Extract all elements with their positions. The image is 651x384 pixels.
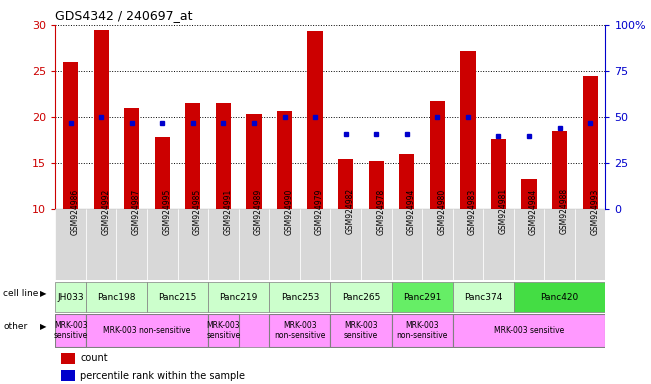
Bar: [86, 282, 147, 312]
Bar: [575, 209, 605, 280]
Text: GSM924991: GSM924991: [223, 188, 232, 235]
Bar: [61, 370, 75, 381]
Text: ▶: ▶: [40, 322, 47, 331]
Bar: [208, 314, 239, 347]
Text: Panc253: Panc253: [281, 293, 319, 301]
Bar: [300, 209, 331, 280]
Text: Panc265: Panc265: [342, 293, 380, 301]
Bar: [399, 154, 415, 209]
Text: GSM924985: GSM924985: [193, 188, 202, 235]
Text: MRK-003
non-sensitive: MRK-003 non-sensitive: [274, 321, 326, 340]
Bar: [483, 209, 514, 280]
Text: Panc219: Panc219: [219, 293, 258, 301]
Bar: [391, 282, 452, 312]
Text: Panc420: Panc420: [540, 293, 579, 301]
Bar: [61, 353, 75, 364]
Text: ▶: ▶: [40, 289, 47, 298]
Bar: [147, 209, 178, 280]
Text: GSM924990: GSM924990: [284, 188, 294, 235]
Bar: [583, 76, 598, 209]
Text: count: count: [80, 353, 107, 363]
Bar: [270, 209, 300, 280]
Text: JH033: JH033: [57, 293, 84, 301]
Bar: [430, 101, 445, 209]
Bar: [55, 282, 86, 312]
Text: Panc291: Panc291: [403, 293, 441, 301]
Text: Panc374: Panc374: [464, 293, 503, 301]
Text: GSM924979: GSM924979: [315, 188, 324, 235]
Bar: [368, 161, 384, 209]
Bar: [55, 209, 86, 280]
Bar: [452, 282, 514, 312]
Text: GSM924987: GSM924987: [132, 188, 141, 235]
Bar: [94, 30, 109, 209]
Text: GSM924989: GSM924989: [254, 188, 263, 235]
Text: GSM924980: GSM924980: [437, 188, 447, 235]
Bar: [239, 209, 270, 280]
Bar: [361, 209, 391, 280]
Text: other: other: [3, 322, 27, 331]
Bar: [460, 51, 475, 209]
Text: GDS4342 / 240697_at: GDS4342 / 240697_at: [55, 9, 193, 22]
Text: MRK-003 sensitive: MRK-003 sensitive: [494, 326, 564, 335]
Bar: [331, 314, 391, 347]
Text: MRK-003
sensitive: MRK-003 sensitive: [344, 321, 378, 340]
Text: GSM924995: GSM924995: [162, 188, 171, 235]
Text: GSM924984: GSM924984: [529, 188, 538, 235]
Bar: [552, 131, 567, 209]
Text: MRK-003
sensitive: MRK-003 sensitive: [206, 321, 241, 340]
Bar: [270, 282, 331, 312]
Text: GSM924981: GSM924981: [499, 188, 508, 235]
Text: Panc198: Panc198: [97, 293, 135, 301]
Text: GSM924983: GSM924983: [468, 188, 477, 235]
Bar: [338, 159, 353, 209]
Bar: [186, 103, 201, 209]
Bar: [544, 209, 575, 280]
Bar: [331, 209, 361, 280]
Bar: [270, 314, 331, 347]
Bar: [391, 314, 452, 347]
Bar: [452, 314, 605, 347]
Text: GSM924993: GSM924993: [590, 188, 599, 235]
Bar: [452, 209, 483, 280]
Bar: [514, 282, 605, 312]
Bar: [422, 209, 452, 280]
Text: MRK-003
sensitive: MRK-003 sensitive: [53, 321, 88, 340]
Text: GSM924988: GSM924988: [560, 188, 568, 235]
Text: Panc215: Panc215: [158, 293, 197, 301]
Text: GSM924982: GSM924982: [346, 188, 355, 235]
Bar: [178, 209, 208, 280]
Text: cell line: cell line: [3, 289, 38, 298]
Bar: [246, 114, 262, 209]
Text: GSM924978: GSM924978: [376, 188, 385, 235]
Bar: [86, 314, 208, 347]
Text: GSM924986: GSM924986: [70, 188, 79, 235]
Bar: [391, 209, 422, 280]
Bar: [307, 31, 323, 209]
Bar: [331, 282, 391, 312]
Text: GSM924992: GSM924992: [101, 188, 110, 235]
Bar: [55, 314, 86, 347]
Bar: [147, 282, 208, 312]
Bar: [124, 108, 139, 209]
Bar: [514, 209, 544, 280]
Bar: [117, 209, 147, 280]
Bar: [155, 137, 170, 209]
Bar: [208, 282, 270, 312]
Text: percentile rank within the sample: percentile rank within the sample: [80, 371, 245, 381]
Bar: [215, 103, 231, 209]
Text: MRK-003
non-sensitive: MRK-003 non-sensitive: [396, 321, 448, 340]
Text: GSM924994: GSM924994: [407, 188, 416, 235]
Bar: [208, 209, 239, 280]
Bar: [491, 139, 506, 209]
Bar: [521, 179, 536, 209]
Bar: [277, 111, 292, 209]
Bar: [86, 209, 117, 280]
Bar: [63, 62, 78, 209]
Text: MRK-003 non-sensitive: MRK-003 non-sensitive: [104, 326, 191, 335]
